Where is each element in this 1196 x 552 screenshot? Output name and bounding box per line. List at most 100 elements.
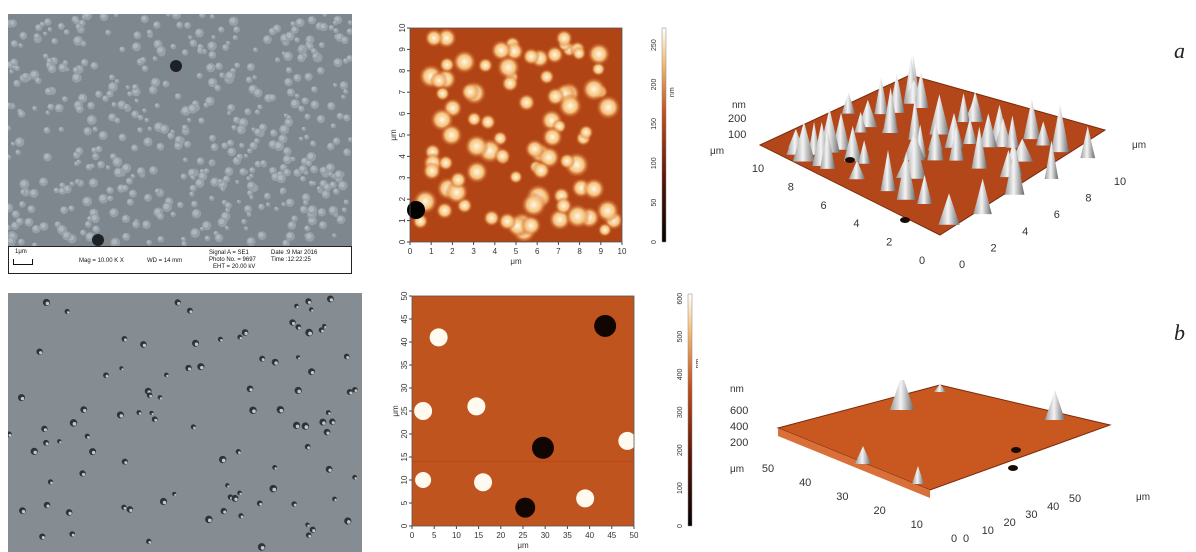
sem-grain-highlight	[157, 47, 163, 53]
x-tick-label: 0	[959, 259, 965, 271]
sem-grain-highlight	[206, 97, 212, 104]
afm-particle	[415, 472, 432, 488]
sem-grain-highlight	[254, 138, 258, 142]
sem-grain-highlight	[160, 125, 167, 131]
sem-grain-highlight	[122, 164, 129, 170]
sem-grain-highlight	[165, 198, 171, 203]
surface-peak	[1045, 390, 1065, 420]
sem-grain-highlight	[209, 196, 213, 199]
sem-pore-rim	[148, 540, 152, 544]
sem-grain-highlight	[199, 172, 205, 178]
sem-grain-highlight	[182, 49, 187, 54]
afm-grain	[522, 47, 541, 66]
afm-particle	[576, 489, 595, 508]
surface-peak	[792, 121, 815, 162]
sem-grain-highlight	[114, 14, 117, 16]
sem-grain-highlight	[308, 17, 314, 22]
sem-grain-highlight	[282, 51, 285, 55]
sem-grain-highlight	[74, 161, 78, 165]
sem-grain-highlight	[311, 101, 317, 107]
y-axis-unit: μm	[730, 464, 744, 475]
sem-grain-highlight	[91, 62, 96, 68]
sem-grain-highlight	[45, 110, 49, 114]
sem-pore-rim	[124, 461, 128, 465]
sem-grain-highlight	[95, 91, 100, 96]
surface-peak	[882, 107, 899, 134]
surface	[776, 384, 1112, 491]
sem-grain-highlight	[155, 103, 158, 107]
sem-grain-highlight	[157, 143, 162, 148]
afm-grain	[582, 177, 606, 201]
afm-grain	[520, 191, 547, 218]
sem-grain-highlight	[151, 78, 158, 85]
sem-grain-highlight	[273, 25, 279, 30]
sem-grain-highlight	[183, 157, 186, 161]
x-tick-label: 4	[1022, 226, 1028, 238]
sem-grain-highlight	[302, 98, 307, 103]
sem-grain-highlight	[257, 104, 261, 108]
sem-grain-highlight	[113, 158, 120, 164]
sem-pore-rim	[296, 305, 299, 309]
sem-grain-highlight	[223, 176, 228, 181]
sem-grain-highlight	[140, 57, 145, 61]
surface-peak	[964, 99, 984, 122]
y-tick-label: 50	[762, 463, 774, 475]
sem-grain-highlight	[34, 33, 39, 38]
sem-grain-highlight	[198, 44, 202, 48]
afm-grain	[429, 71, 449, 90]
sem-grain-highlight	[284, 52, 290, 59]
afm-grain	[524, 138, 545, 160]
surface-pit	[900, 217, 910, 223]
sem-grain-highlight	[196, 29, 202, 35]
sem-pore-rim	[307, 446, 311, 450]
panel-label-b: b	[1174, 320, 1185, 345]
sem-grain-highlight	[305, 73, 310, 79]
sem-grain-highlight	[336, 34, 342, 39]
colorbar-tick-label: 200	[677, 444, 684, 456]
afm-grain	[497, 211, 517, 231]
sem-grain-highlight	[211, 144, 216, 149]
sem-grain-highlight	[155, 188, 159, 192]
sem-grain-highlight	[304, 135, 308, 138]
sem-grain-highlight	[286, 32, 292, 38]
surface-peak	[971, 126, 988, 169]
sem-grain-highlight	[198, 118, 203, 122]
sem-grain-highlight	[107, 187, 112, 192]
sem-grain-highlight	[341, 37, 347, 42]
afm-particle	[618, 431, 637, 450]
sem-grain-highlight	[184, 141, 189, 146]
sem-grain-highlight	[19, 201, 24, 206]
sem-grain-highlight	[190, 40, 195, 45]
sem-grain-highlight	[308, 206, 315, 213]
sem-grain-highlight	[295, 93, 298, 97]
sem-grain-highlight	[253, 47, 257, 51]
y-tick-label: 5	[400, 500, 409, 505]
sem-grain-highlight	[247, 64, 253, 69]
sem-grain-highlight	[68, 205, 73, 210]
sem-grain-highlight	[284, 169, 289, 174]
sem-grain-highlight	[269, 28, 274, 33]
x-axis-unit: μm	[510, 257, 522, 266]
surface-peak	[957, 93, 970, 122]
sem-grain-highlight	[47, 27, 51, 30]
sem-pore-rim	[291, 321, 296, 326]
sem-wd: WD = 14 mm	[147, 258, 183, 264]
sem-grain-highlight	[244, 226, 247, 229]
x-tick-label: 0	[410, 531, 415, 540]
sem-grain-highlight	[244, 206, 250, 211]
afm-grain	[531, 160, 551, 180]
y-tick-label: 40	[799, 477, 811, 489]
sem-grain-highlight	[181, 173, 185, 178]
sem-pore-rim	[33, 450, 38, 455]
sem-pore-rim	[45, 442, 49, 446]
sem-date: Date :9 Mar 2016	[271, 250, 318, 256]
sem-grain-highlight	[8, 154, 10, 158]
sem-grain-highlight	[11, 59, 16, 64]
sem-pore-rim	[177, 301, 181, 305]
sem-grain-highlight	[300, 176, 304, 180]
x-tick-label: 7	[556, 247, 561, 256]
sem-grain-highlight	[218, 218, 225, 225]
afm-hole	[594, 314, 617, 337]
sem-grain-highlight	[88, 102, 93, 107]
